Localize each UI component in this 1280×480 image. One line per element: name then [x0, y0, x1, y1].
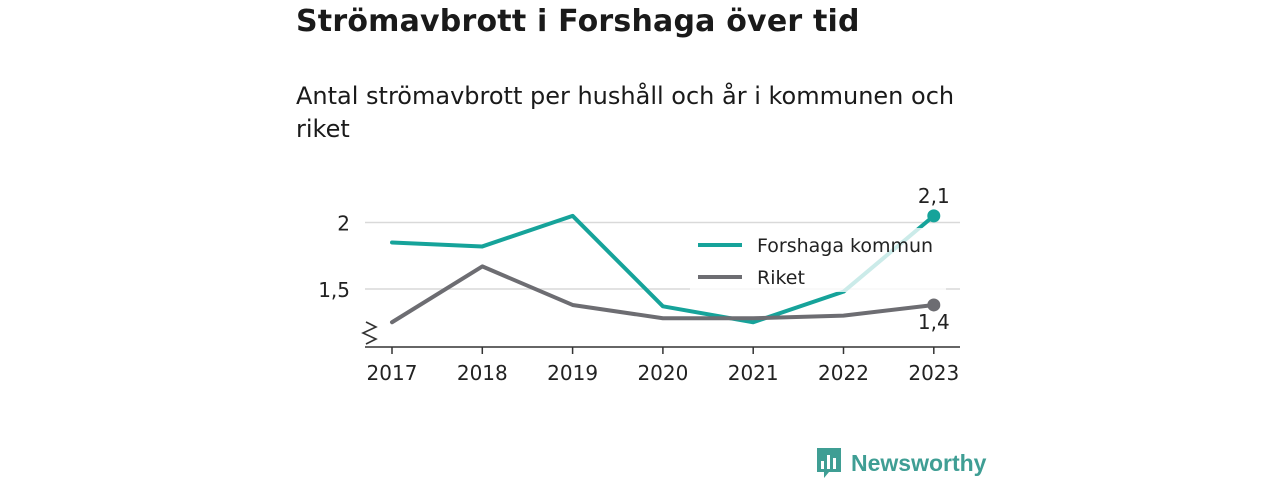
brand-name: Newsworthy: [851, 449, 987, 476]
chart-title: Strömavbrott i Forshaga över tid: [296, 4, 860, 39]
end-dot: [927, 209, 941, 223]
y-tick-labels: 1,52: [318, 212, 350, 303]
y-tick-label: 1,5: [318, 278, 350, 302]
x-tick-label: 2021: [728, 361, 779, 385]
end-value-label: 1,4: [918, 310, 950, 334]
newsworthy-logo: Newsworthy: [815, 446, 986, 480]
series-line-riket: [390, 264, 936, 325]
end-dot: [927, 298, 941, 312]
legend: Forshaga kommun Riket: [690, 228, 946, 292]
x-tick-label: 2023: [908, 361, 959, 385]
legend-label: Riket: [757, 267, 805, 289]
y-tick-label: 2: [337, 212, 350, 236]
x-tick-label: 2020: [637, 361, 688, 385]
newsworthy-bubble-icon: [817, 448, 841, 478]
x-tick-label: 2018: [457, 361, 508, 385]
x-tick-label: 2019: [547, 361, 598, 385]
legend-background: [690, 228, 946, 292]
chart-subtitle: Antal strömavbrott per hushåll och år i …: [296, 82, 955, 143]
end-value-label: 2,1: [918, 184, 950, 208]
x-tick-label: 2022: [818, 361, 869, 385]
legend-label: Forshaga kommun: [757, 235, 933, 257]
x-axis: 2017 2018 2019 2020 2021 2022 2023: [365, 346, 960, 385]
x-tick-label: 2017: [367, 361, 418, 385]
axis-break-icon: [361, 321, 378, 345]
end-labels: 2,1 1,4: [918, 184, 950, 334]
